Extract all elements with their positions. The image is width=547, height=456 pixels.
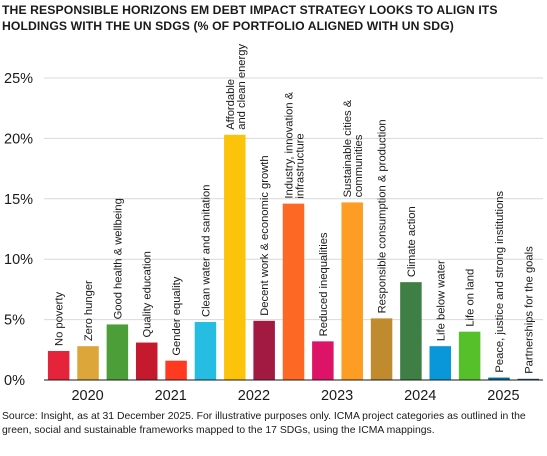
y-tick-label: 25% (4, 71, 33, 87)
y-tick-label: 10% (4, 252, 33, 268)
y-tick-label: 20% (4, 131, 33, 147)
bar-label: Gender equality (171, 276, 183, 355)
source-note: Source: Insight, as at 31 December 2025.… (2, 411, 526, 436)
x-group-label: 2023 (321, 388, 353, 404)
bar-label: Reduced inequalities (318, 232, 330, 336)
bar (517, 378, 540, 380)
bar (106, 324, 129, 380)
y-tick-label: 15% (4, 192, 33, 208)
x-group-label: 2024 (404, 388, 436, 404)
bar (77, 346, 99, 380)
x-group-label: 2021 (155, 388, 187, 404)
bar (370, 318, 393, 380)
bar (341, 202, 363, 380)
bar (400, 282, 422, 380)
bar-label: Decent work & economic growth (259, 155, 271, 315)
bar-label: Industry, innovation &infrastructure (284, 91, 307, 198)
bar-label: No poverty (54, 292, 66, 347)
chart-title: THE RESPONSIBLE HORIZONS EM DEBT IMPACT … (2, 3, 498, 33)
bar-label: Life on land (465, 269, 477, 327)
y-tick-label: 0% (4, 373, 25, 389)
bar (282, 203, 305, 380)
bar-label: Affordableand clean energy (225, 44, 248, 130)
y-tick-label: 5% (4, 313, 25, 329)
bar-label: Climate action (406, 206, 418, 277)
bar (488, 377, 510, 380)
bar-label: Responsible consumption & production (377, 119, 389, 313)
bar-label: Quality education (142, 251, 154, 337)
bar-label: Life below water (435, 260, 447, 341)
x-axis: 2020 2021 2022 2023 2024 2025 (44, 379, 543, 404)
x-group-label: 2020 (71, 388, 103, 404)
y-axis: 0% 5% 10% 15% 20% 25% (4, 71, 33, 389)
bar (194, 322, 217, 380)
x-group-label: 2025 (487, 388, 519, 404)
bar (458, 331, 481, 380)
bar-label: Peace, justice and strong institutions (494, 191, 506, 373)
bar (47, 351, 70, 380)
bar-label: Zero hunger (83, 280, 95, 341)
bar-label: Clean water and sanitation (200, 185, 212, 317)
bar-label: Good health & wellbeing (112, 198, 124, 319)
bar (224, 134, 246, 380)
bar (135, 342, 158, 380)
bar-label: Sustainable cities &communities (342, 99, 365, 197)
bar (253, 320, 275, 380)
bar (429, 346, 452, 380)
bars (47, 134, 540, 380)
bar (165, 360, 187, 380)
bar-labels: No poverty Zero hunger Good health & wellb… (54, 44, 536, 374)
bar-label: Partnerships for the goals (523, 246, 535, 374)
bar (312, 341, 334, 380)
x-group-label: 2022 (238, 388, 270, 404)
